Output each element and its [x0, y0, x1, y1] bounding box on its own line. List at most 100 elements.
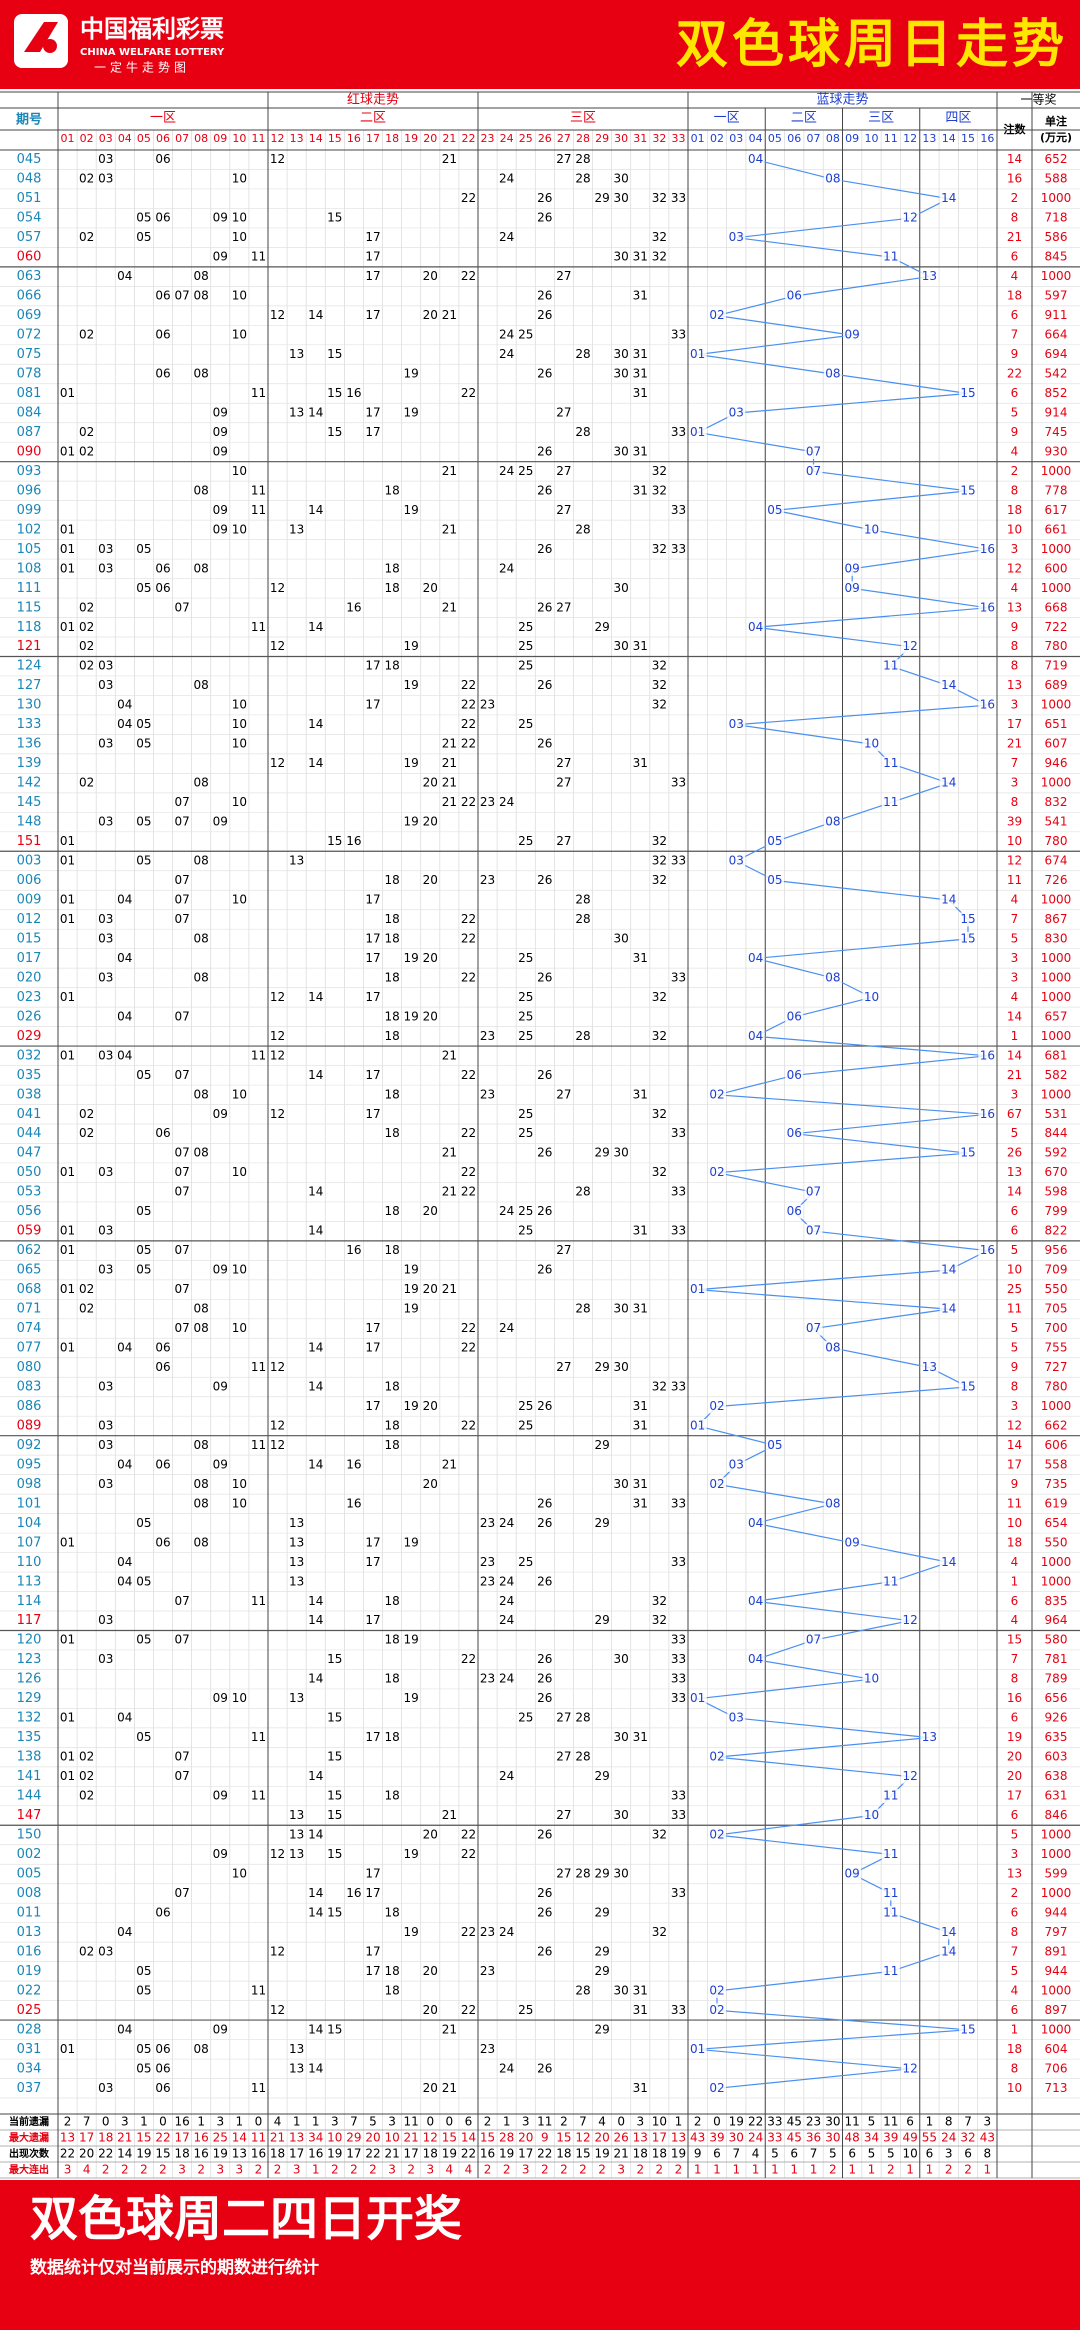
blue-number: 08 — [825, 1341, 840, 1355]
red-number: 31 — [633, 756, 648, 770]
prize: 780 — [1045, 639, 1068, 653]
blue-number: 14 — [941, 1944, 956, 1958]
issue: 147 — [17, 1808, 42, 1823]
winners: 2 — [1011, 464, 1019, 478]
stat-value: 15 — [575, 2147, 590, 2161]
issue: 065 — [17, 1263, 42, 1278]
stat-value: 49 — [902, 2131, 917, 2145]
prize: 835 — [1045, 1594, 1068, 1608]
red-number: 03 — [98, 172, 113, 186]
red-number: 33 — [671, 503, 686, 517]
issue: 126 — [17, 1672, 42, 1687]
red-number: 17 — [365, 1321, 380, 1335]
red-number: 23 — [480, 1574, 495, 1588]
blue-ball-bg — [901, 1613, 920, 1628]
stat-value: 22 — [365, 2147, 380, 2161]
red-number: 29 — [594, 1146, 609, 1160]
red-number: 18 — [384, 1633, 399, 1647]
prize: 718 — [1045, 211, 1068, 225]
red-number: 05 — [136, 854, 151, 868]
stat-value: 17 — [289, 2147, 304, 2161]
red-number: 12 — [270, 1107, 285, 1121]
red-number: 09 — [213, 425, 228, 439]
red-number: 23 — [480, 873, 495, 887]
stat-value: 3 — [522, 2115, 530, 2129]
issue: 108 — [17, 561, 42, 576]
red-number: 03 — [98, 1165, 113, 1179]
red-number: 03 — [98, 2081, 113, 2095]
red-number: 18 — [384, 1087, 399, 1101]
prize: 799 — [1045, 1204, 1068, 1218]
red-number: 25 — [518, 464, 533, 478]
issue: 107 — [17, 1535, 42, 1550]
red-number: 31 — [633, 444, 648, 458]
red-number: 02 — [79, 620, 94, 634]
prize: 722 — [1045, 620, 1068, 634]
red-number: 03 — [98, 1048, 113, 1062]
red-number: 18 — [384, 1418, 399, 1432]
issue: 117 — [17, 1613, 42, 1628]
stat-value: 1 — [675, 2115, 683, 2129]
stat-value: 15 — [136, 2131, 151, 2145]
blue-ball-bg — [746, 620, 765, 635]
stat-value: 2 — [407, 2163, 415, 2177]
blue-ball-bg — [881, 250, 900, 265]
red-number: 13 — [289, 1535, 304, 1549]
winners: 7 — [1011, 1652, 1019, 1666]
red-number: 26 — [537, 1672, 552, 1686]
blue-number: 10 — [864, 522, 879, 536]
blue-number: 14 — [941, 1925, 956, 1939]
issue: 015 — [17, 931, 42, 946]
winners: 6 — [1011, 2003, 1019, 2017]
red-number: 31 — [633, 250, 648, 264]
red-number: 01 — [60, 1243, 75, 1257]
winners: 4 — [1011, 1555, 1019, 1569]
red-number: 31 — [633, 289, 648, 303]
issue: 151 — [17, 834, 42, 849]
red-number: 25 — [518, 1009, 533, 1023]
issue: 102 — [17, 522, 42, 537]
red-number: 10 — [232, 1691, 247, 1705]
red-number: 19 — [404, 756, 419, 770]
red-number: 31 — [633, 347, 648, 361]
red-column: 26 — [538, 132, 552, 145]
stat-value: 2 — [255, 2163, 263, 2177]
red-number: 20 — [423, 1282, 438, 1296]
red-number: 06 — [155, 1341, 170, 1355]
red-number: 15 — [327, 211, 342, 225]
stat-value: 11 — [883, 2115, 898, 2129]
red-number: 26 — [537, 970, 552, 984]
red-number: 27 — [556, 756, 571, 770]
red-number: 26 — [537, 873, 552, 887]
stat-value: 10 — [652, 2115, 667, 2129]
red-number: 09 — [213, 1457, 228, 1471]
red-number: 17 — [365, 1555, 380, 1569]
red-number: 14 — [308, 756, 323, 770]
issue: 115 — [17, 600, 42, 615]
winners: 67 — [1007, 1107, 1022, 1121]
red-number: 02 — [79, 1126, 94, 1140]
red-number: 08 — [194, 1302, 209, 1316]
blue-ball-bg — [901, 2061, 920, 2076]
red-number: 25 — [518, 951, 533, 965]
blue-number: 11 — [883, 659, 898, 673]
issue: 045 — [17, 152, 42, 167]
prize: 1000 — [1041, 191, 1072, 205]
red-number: 18 — [384, 931, 399, 945]
red-column: 31 — [633, 132, 647, 145]
stat-value: 17 — [652, 2131, 667, 2145]
red-number: 24 — [499, 1594, 514, 1608]
red-number: 18 — [384, 1964, 399, 1978]
red-number: 05 — [136, 1516, 151, 1530]
red-number: 07 — [174, 1633, 189, 1647]
red-number: 10 — [232, 464, 247, 478]
blue-number: 05 — [767, 873, 782, 887]
footer-title: 双色球周二四日开奖 — [30, 2191, 462, 2247]
red-number: 25 — [518, 1555, 533, 1569]
stat-value: 18 — [556, 2147, 571, 2161]
red-number: 04 — [117, 1341, 132, 1355]
blue-trend-line — [695, 159, 990, 2089]
prize: 1000 — [1041, 1886, 1072, 1900]
stat-value: 30 — [825, 2115, 840, 2129]
blue-column: 10 — [864, 132, 878, 145]
